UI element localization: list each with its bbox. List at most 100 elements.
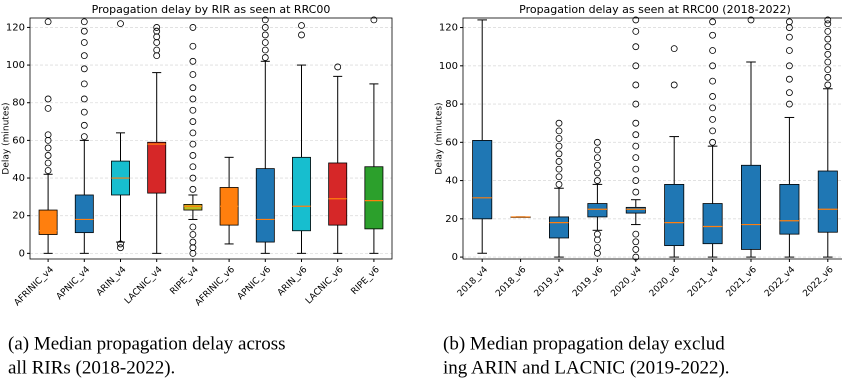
- x-tick-label: 2018_v4: [456, 265, 490, 299]
- flier: [824, 27, 832, 35]
- flier: [80, 65, 88, 73]
- y-tick-label: 80: [445, 99, 458, 110]
- flier: [632, 100, 640, 108]
- y-tick-label: 40: [12, 173, 25, 184]
- flier: [261, 16, 269, 24]
- flier: [824, 43, 832, 51]
- flier: [824, 81, 832, 89]
- flier: [44, 18, 52, 26]
- box: [183, 203, 203, 211]
- flier: [594, 146, 601, 154]
- x-tick-label: 2019_v4: [533, 265, 567, 299]
- flier: [80, 18, 88, 26]
- flier: [80, 95, 88, 103]
- y-tick-label: 20: [12, 211, 25, 222]
- flier: [632, 165, 640, 173]
- y-tick-label: 100: [439, 61, 458, 72]
- flier: [632, 43, 640, 51]
- flier: [786, 62, 793, 70]
- flier: [555, 181, 563, 188]
- flier: [80, 133, 88, 141]
- flier: [189, 118, 197, 125]
- flier: [747, 16, 755, 24]
- flier: [709, 93, 716, 100]
- box: [817, 170, 838, 233]
- plot-frame: [462, 17, 842, 260]
- y-tick-label: 120: [6, 22, 25, 33]
- flier: [189, 95, 197, 103]
- flier: [709, 47, 716, 54]
- flier: [80, 39, 88, 46]
- flier: [632, 119, 640, 127]
- flier: [153, 39, 161, 46]
- flier: [189, 106, 197, 114]
- x-tick-label: 2022_v4: [763, 265, 797, 299]
- flier: [298, 31, 305, 39]
- flier: [709, 31, 716, 39]
- flier: [117, 244, 124, 252]
- flier: [632, 238, 640, 246]
- x-tick-label: 2019_v6: [571, 265, 605, 299]
- flier: [189, 163, 197, 171]
- x-tick-label: LACNIC_v4: [123, 265, 165, 307]
- flier: [555, 142, 563, 150]
- flier: [709, 18, 716, 26]
- flier: [261, 39, 269, 46]
- x-tick-label: AFRINIC_v4: [13, 265, 57, 309]
- x-tick-label: 2021_v6: [725, 265, 759, 299]
- flier: [189, 24, 197, 31]
- caption-line: (b) Median propagation delay exclud: [443, 333, 725, 354]
- flier: [261, 24, 269, 31]
- y-tick-label: 80: [12, 98, 25, 109]
- flier: [594, 244, 601, 251]
- flier: [555, 135, 563, 142]
- flier: [824, 20, 832, 28]
- flier: [594, 154, 601, 162]
- flier: [80, 27, 88, 35]
- plot-frame: [29, 17, 393, 260]
- box: [328, 162, 348, 226]
- flier: [709, 62, 716, 70]
- caption-line: ing ARIN and LACNIC (2019-2022).: [443, 357, 730, 378]
- flier: [44, 95, 52, 103]
- x-tick-label: RIPE_v6: [350, 265, 382, 297]
- flier: [670, 81, 678, 89]
- y-axis-label: Delay (minutes): [2, 102, 12, 174]
- flier: [370, 16, 378, 24]
- flier: [632, 62, 640, 70]
- box: [38, 209, 58, 235]
- flier: [44, 104, 52, 112]
- flier: [594, 230, 601, 238]
- flier: [80, 52, 88, 60]
- caption-line: (a) Median propagation delay across: [8, 333, 286, 354]
- flier: [189, 185, 197, 193]
- caption-line: all RIRs (2018-2022).: [8, 357, 175, 378]
- box: [587, 203, 608, 218]
- flier: [189, 42, 197, 50]
- box: [292, 156, 311, 232]
- flier: [44, 159, 52, 167]
- flier: [594, 249, 601, 257]
- flier: [632, 27, 640, 35]
- flier: [117, 20, 124, 28]
- y-tick-label: 0: [19, 248, 25, 259]
- box: [472, 140, 493, 220]
- flier: [80, 80, 88, 88]
- flier: [632, 230, 640, 238]
- flier: [594, 169, 601, 177]
- flier: [824, 58, 832, 66]
- flier: [189, 57, 197, 65]
- flier: [632, 16, 640, 24]
- flier: [632, 154, 640, 162]
- flier: [44, 152, 52, 159]
- flier: [709, 104, 716, 112]
- flier: [632, 81, 640, 89]
- y-tick-label: 100: [6, 60, 25, 71]
- box: [364, 166, 384, 230]
- y-tick-label: 0: [452, 252, 458, 263]
- box: [741, 164, 762, 250]
- x-tick-label: LACNIC_v6: [304, 265, 346, 307]
- flier: [153, 46, 161, 54]
- flier: [44, 144, 52, 152]
- x-tick-label: APNIC_v4: [55, 265, 93, 303]
